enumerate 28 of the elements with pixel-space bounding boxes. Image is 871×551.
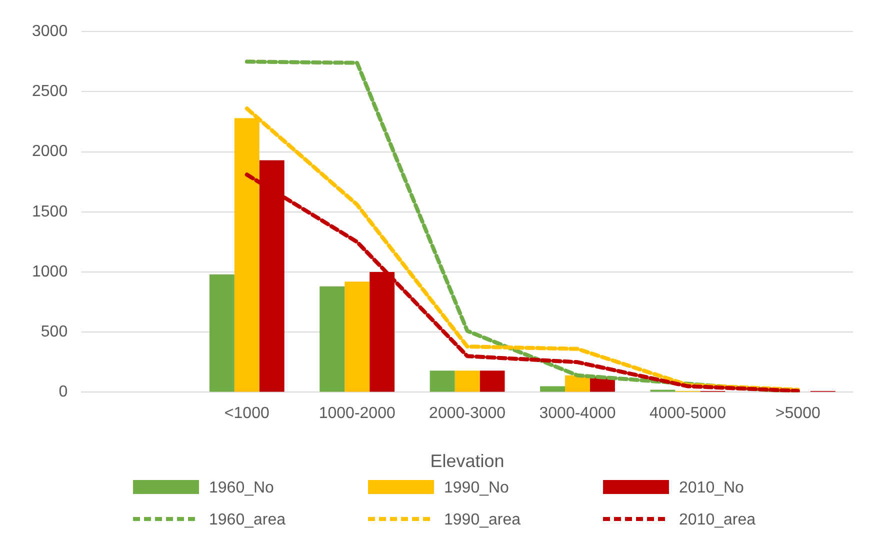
y-tick-label: 3000 bbox=[32, 23, 68, 40]
x-tick-label: 2000-3000 bbox=[429, 405, 506, 422]
legend-label: 1960_area bbox=[209, 511, 286, 528]
legend-label: 1990_No bbox=[444, 479, 510, 496]
legend-label: 2010_area bbox=[679, 511, 756, 528]
bar bbox=[430, 370, 455, 392]
x-tick-label: >5000 bbox=[775, 405, 820, 422]
legend-label: 1990_area bbox=[444, 511, 521, 528]
legend-label: 1960_No bbox=[209, 479, 274, 496]
bar bbox=[540, 386, 566, 392]
bar bbox=[454, 370, 480, 392]
y-tick-label: 0 bbox=[58, 384, 68, 401]
x-tick-label: <1000 bbox=[224, 405, 270, 422]
bar bbox=[565, 375, 590, 392]
bar bbox=[344, 282, 370, 392]
x-axis-title: Elevation bbox=[430, 451, 504, 472]
y-tick-label: 2500 bbox=[32, 83, 68, 100]
bar bbox=[320, 286, 345, 392]
bar bbox=[209, 274, 234, 392]
bar bbox=[480, 370, 505, 392]
x-tick-label: 3000-4000 bbox=[539, 405, 616, 422]
x-tick-label: 4000-5000 bbox=[649, 405, 726, 422]
y-tick-label: 1500 bbox=[32, 203, 68, 220]
y-tick-label: 2000 bbox=[32, 143, 68, 160]
y-tick-label: 500 bbox=[40, 324, 68, 341]
legend-label: 2010_No bbox=[679, 479, 744, 496]
x-tick-label: 1000-2000 bbox=[318, 405, 396, 422]
y-tick-label: 1000 bbox=[32, 263, 68, 280]
